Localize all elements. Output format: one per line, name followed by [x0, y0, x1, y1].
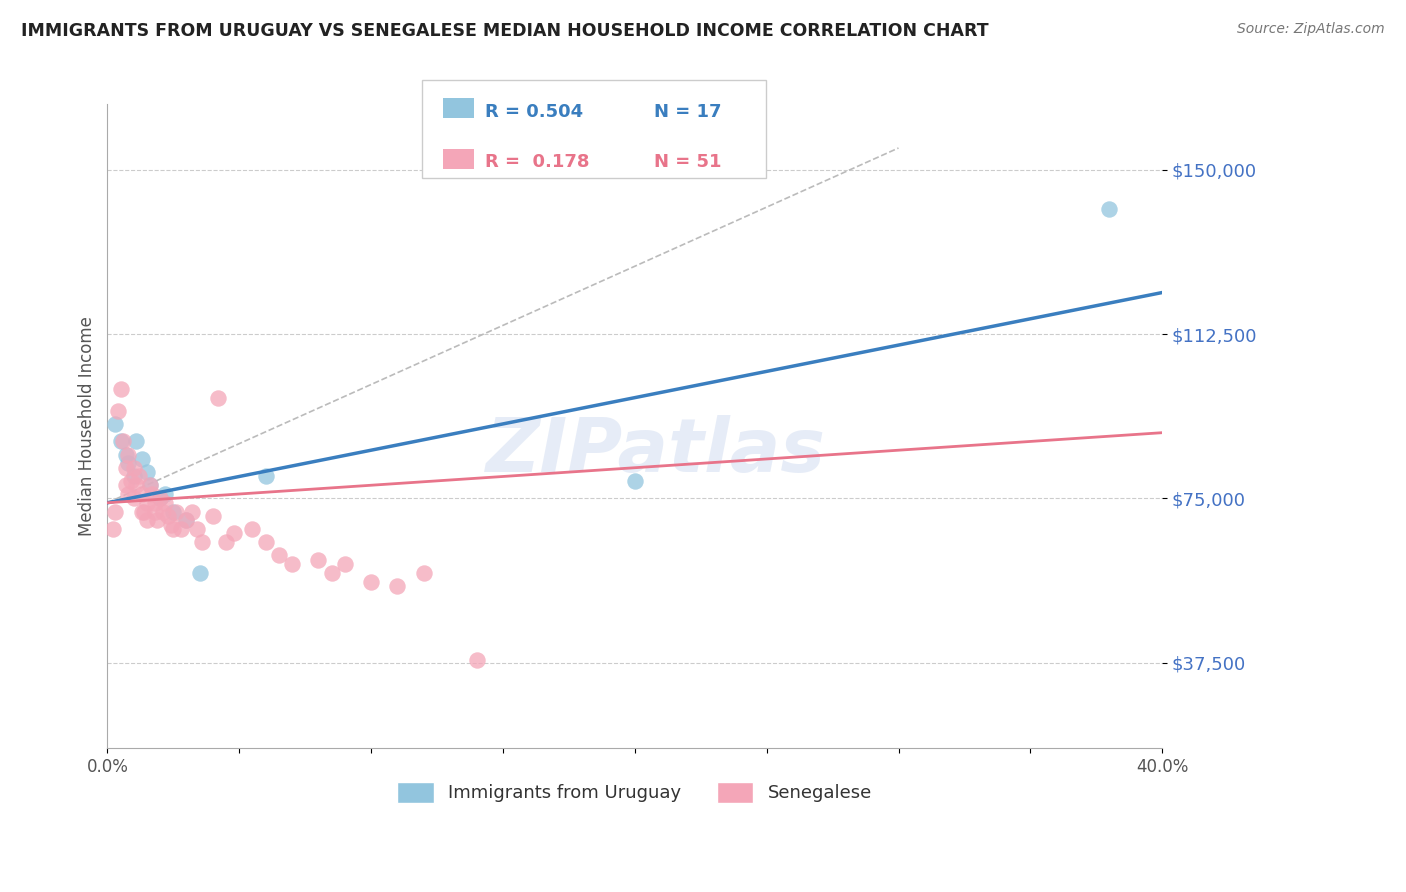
Point	[131, 487, 153, 501]
Point	[333, 557, 356, 571]
Point	[104, 504, 127, 518]
Text: R =  0.178: R = 0.178	[485, 153, 589, 171]
Legend: Immigrants from Uruguay, Senegalese: Immigrants from Uruguay, Senegalese	[391, 774, 879, 810]
Point	[117, 448, 139, 462]
Point	[387, 579, 409, 593]
Point	[180, 504, 202, 518]
Y-axis label: Median Household Income: Median Household Income	[79, 316, 96, 536]
Point	[149, 491, 172, 506]
Point	[122, 491, 145, 506]
Text: R = 0.504: R = 0.504	[485, 103, 583, 120]
Point	[125, 434, 148, 449]
Point	[222, 526, 245, 541]
Point	[136, 496, 159, 510]
Point	[115, 478, 138, 492]
Point	[112, 434, 135, 449]
Point	[157, 508, 180, 523]
Point	[152, 504, 174, 518]
Point	[107, 404, 129, 418]
Point	[141, 487, 163, 501]
Point	[321, 566, 343, 580]
Point	[165, 504, 187, 518]
Point	[1098, 202, 1121, 217]
Text: N = 17: N = 17	[654, 103, 721, 120]
Point	[134, 504, 156, 518]
Point	[136, 465, 159, 479]
Point	[128, 469, 150, 483]
Point	[122, 469, 145, 483]
Point	[465, 653, 488, 667]
Point	[215, 535, 238, 549]
Point	[254, 469, 277, 483]
Point	[188, 566, 211, 580]
Point	[201, 508, 224, 523]
Point	[155, 487, 177, 501]
Point	[412, 566, 434, 580]
Point	[136, 513, 159, 527]
Text: ZIPatlas: ZIPatlas	[486, 416, 825, 489]
Point	[146, 513, 169, 527]
Point	[170, 522, 193, 536]
Point	[115, 460, 138, 475]
Point	[360, 574, 382, 589]
Point	[131, 504, 153, 518]
Point	[281, 557, 304, 571]
Point	[120, 474, 142, 488]
Point	[138, 478, 160, 492]
Point	[125, 478, 148, 492]
Point	[159, 517, 181, 532]
Point	[104, 417, 127, 431]
Point	[623, 474, 645, 488]
Point	[307, 552, 329, 566]
Point	[176, 513, 198, 527]
Point	[162, 504, 184, 518]
Point	[191, 535, 214, 549]
Point	[254, 535, 277, 549]
Point	[117, 456, 139, 470]
Point	[267, 549, 290, 563]
Point	[138, 478, 160, 492]
Point	[143, 496, 166, 510]
Point	[162, 522, 184, 536]
Point	[110, 382, 132, 396]
Point	[143, 504, 166, 518]
Point	[149, 491, 172, 506]
Point	[110, 434, 132, 449]
Point	[117, 487, 139, 501]
Text: IMMIGRANTS FROM URUGUAY VS SENEGALESE MEDIAN HOUSEHOLD INCOME CORRELATION CHART: IMMIGRANTS FROM URUGUAY VS SENEGALESE ME…	[21, 22, 988, 40]
Point	[115, 448, 138, 462]
Text: N = 51: N = 51	[654, 153, 721, 171]
Point	[101, 522, 124, 536]
Point	[131, 452, 153, 467]
Point	[186, 522, 208, 536]
Text: Source: ZipAtlas.com: Source: ZipAtlas.com	[1237, 22, 1385, 37]
Point	[207, 391, 229, 405]
Point	[176, 513, 198, 527]
Point	[122, 460, 145, 475]
Point	[242, 522, 264, 536]
Point	[155, 496, 177, 510]
